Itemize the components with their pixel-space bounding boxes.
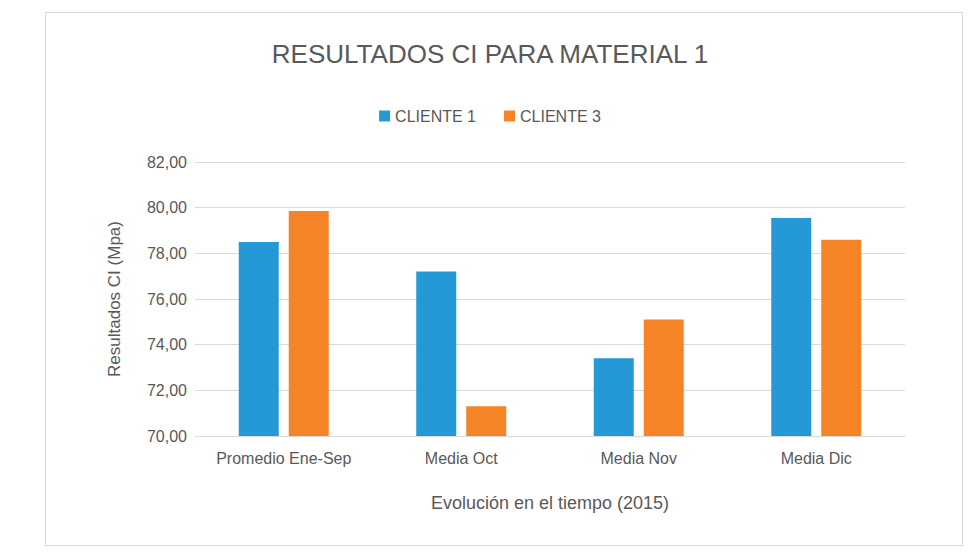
- svg-text:Media Nov: Media Nov: [601, 450, 677, 467]
- svg-text:Resultados CI (Mpa): Resultados CI (Mpa): [105, 221, 124, 377]
- svg-text:80,00: 80,00: [147, 199, 187, 216]
- svg-text:Media Oct: Media Oct: [425, 450, 498, 467]
- svg-text:Promedio Ene-Sep: Promedio Ene-Sep: [216, 450, 351, 467]
- svg-text:82,00: 82,00: [147, 154, 187, 171]
- svg-text:Media Dic: Media Dic: [781, 450, 852, 467]
- svg-text:CLIENTE 1: CLIENTE 1: [395, 108, 476, 125]
- svg-text:Evolución en el tiempo (2015): Evolución en el tiempo (2015): [431, 493, 669, 513]
- svg-text:76,00: 76,00: [147, 291, 187, 308]
- svg-text:72,00: 72,00: [147, 382, 187, 399]
- svg-text:74,00: 74,00: [147, 336, 187, 353]
- svg-text:CLIENTE 3: CLIENTE 3: [520, 108, 601, 125]
- svg-text:RESULTADOS CI PARA MATERIAL 1: RESULTADOS CI PARA MATERIAL 1: [272, 39, 708, 69]
- svg-text:78,00: 78,00: [147, 245, 187, 262]
- svg-text:70,00: 70,00: [147, 428, 187, 445]
